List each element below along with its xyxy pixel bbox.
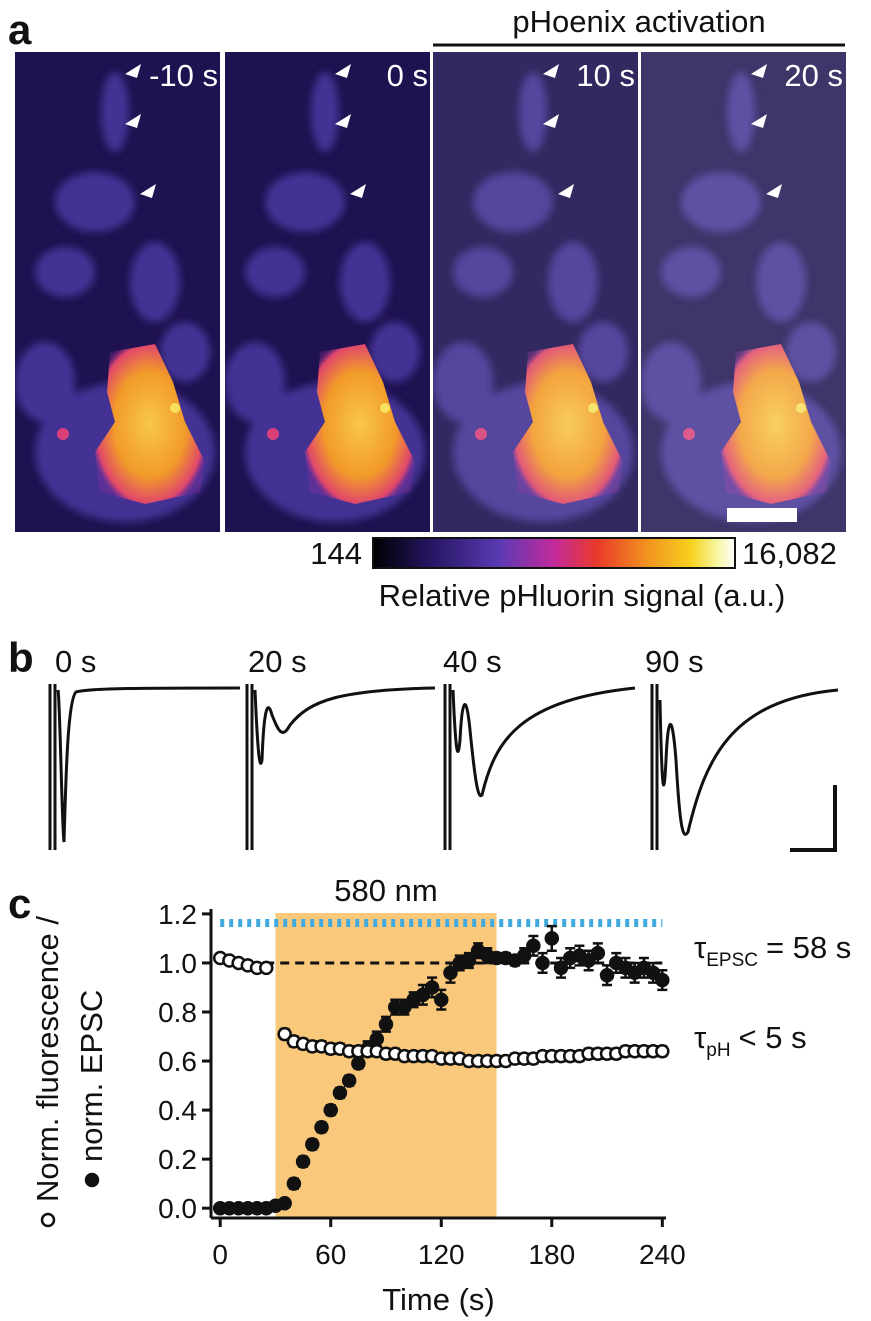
panel-label: c xyxy=(8,880,31,927)
x-tick-label: 120 xyxy=(418,1239,465,1270)
data-point xyxy=(259,960,274,976)
data-point xyxy=(341,1073,357,1088)
trace xyxy=(650,684,839,850)
data-point xyxy=(434,992,449,1007)
micrograph xyxy=(433,52,638,532)
annotation-subscript: pH xyxy=(706,1040,730,1061)
data-point xyxy=(581,953,596,968)
data-point xyxy=(655,1043,670,1059)
data-point xyxy=(553,960,569,976)
trace xyxy=(245,684,436,850)
legend-marker xyxy=(84,1172,100,1188)
data-point xyxy=(378,1017,394,1032)
panel-label: a xyxy=(8,6,32,53)
data-point xyxy=(415,987,431,1003)
plot: 580 nm 0.0 0.2 0.4 0.6 0.8 1.0 1.2 0 60 120 180 240 T… xyxy=(30,873,851,1317)
data-point xyxy=(424,980,440,995)
colorbar xyxy=(372,537,736,569)
legend-label: norm. EPSC xyxy=(74,990,109,1162)
scale-bar xyxy=(790,785,837,852)
micrographs xyxy=(15,52,846,532)
x-tick-label: 240 xyxy=(639,1239,686,1270)
annotation: τEPSC = 58 s xyxy=(694,930,851,971)
data-point xyxy=(277,1196,292,1211)
trace-label: 90 s xyxy=(645,644,704,679)
colorbar-max: 16,082 xyxy=(742,536,837,571)
data-point xyxy=(314,1120,329,1135)
scale-bar xyxy=(727,508,797,522)
panel-label: b xyxy=(8,634,34,681)
legend-entry: norm. EPSC xyxy=(74,990,109,1188)
data-point xyxy=(645,965,661,981)
data-point xyxy=(286,1176,302,1191)
y-tick-label: 0.2 xyxy=(158,1144,197,1175)
annotation-text: = 58 s xyxy=(766,930,851,965)
time-label: -10 s xyxy=(149,58,218,93)
trace-label: 0 s xyxy=(55,644,96,679)
data-point xyxy=(351,1056,366,1071)
data-point xyxy=(443,965,458,981)
micrograph xyxy=(225,52,430,532)
traces xyxy=(48,684,839,852)
annotation: τpH < 5 s xyxy=(694,1020,807,1061)
data-point xyxy=(369,1031,385,1047)
illumination-label: 580 nm xyxy=(334,873,437,908)
time-label: 10 s xyxy=(576,58,635,93)
legend-marker xyxy=(40,1212,56,1228)
data-point xyxy=(277,1026,292,1042)
y-tick-label: 0.8 xyxy=(158,997,197,1028)
y-tick-label: 0.4 xyxy=(158,1095,197,1126)
micrograph xyxy=(15,52,220,532)
annotation-symbol: τ xyxy=(694,1020,706,1055)
data-point xyxy=(516,948,532,963)
x-tick-label: 180 xyxy=(528,1239,575,1270)
time-label: 0 s xyxy=(387,58,428,93)
time-label: 20 s xyxy=(784,58,843,93)
annotation-subscript: EPSC xyxy=(706,950,758,971)
data-point xyxy=(305,1137,320,1152)
data-point xyxy=(526,938,541,954)
y-tick-label: 0.0 xyxy=(158,1193,197,1224)
y-tick-label: 1.0 xyxy=(158,948,197,979)
legend-entry: Norm. fluorescence / xyxy=(30,916,65,1228)
legend-label: Norm. fluorescence / xyxy=(30,916,65,1202)
y-tick-label: 0.6 xyxy=(158,1046,197,1077)
annotation-symbol: τ xyxy=(694,930,706,965)
data-point xyxy=(655,972,670,988)
trace xyxy=(48,684,241,850)
colorbar-min: 144 xyxy=(310,536,362,571)
micrograph xyxy=(641,52,846,532)
data-point xyxy=(332,1085,348,1101)
data-point xyxy=(295,1154,311,1169)
data-point xyxy=(323,1102,338,1118)
y-tick-label: 1.2 xyxy=(158,899,197,930)
colorbar-title: Relative pHluorin signal (a.u.) xyxy=(379,578,786,613)
annotation-text: < 5 s xyxy=(739,1020,807,1055)
data-point xyxy=(461,953,477,968)
trace-label: 40 s xyxy=(443,644,502,679)
data-point xyxy=(590,945,606,961)
activation-label: pHoenix activation xyxy=(512,4,765,39)
trace xyxy=(443,684,636,850)
trace-label: 20 s xyxy=(248,644,307,679)
x-tick-label: 0 xyxy=(212,1239,228,1270)
x-axis-label: Time (s) xyxy=(382,1282,495,1317)
data-point xyxy=(599,967,615,983)
data-point xyxy=(544,931,560,946)
data-point xyxy=(535,955,550,971)
x-tick-label: 60 xyxy=(315,1239,346,1270)
